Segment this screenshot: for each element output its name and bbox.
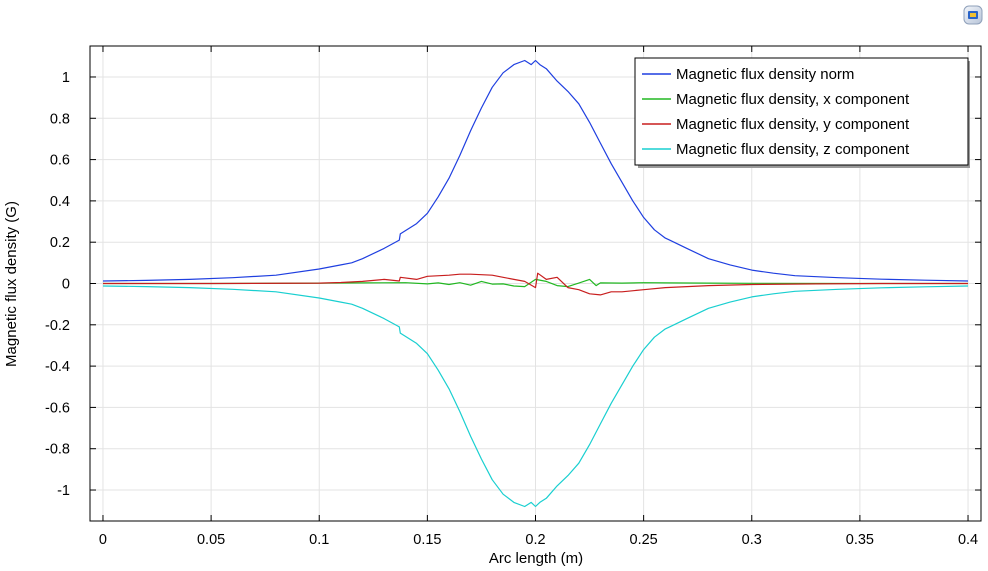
x-axis-title: Arc length (m) <box>489 550 583 567</box>
y-tick-label: 1 <box>62 70 70 86</box>
y-tick-label: -0.4 <box>45 359 70 375</box>
comsol-graphics-icon[interactable] <box>963 5 983 25</box>
series-line-4 <box>102 285 969 508</box>
legend-label-1: Magnetic flux density norm <box>676 66 854 83</box>
y-tick-label: -0.8 <box>45 442 70 458</box>
series-line-3 <box>103 272 968 296</box>
legend-label-3: Magnetic flux density, y component <box>676 116 910 133</box>
x-tick-label: 0.1 <box>309 532 329 548</box>
y-axis-ticks: 1 0.8 0.6 0.4 0.2 0 -0.2 -0.4 -0.6 -0.8 -1 <box>45 70 981 499</box>
y-tick-label: -0.6 <box>45 400 70 416</box>
x-tick-label: 0 <box>99 532 107 548</box>
x-tick-label: 0.25 <box>630 532 658 548</box>
y-tick-label: 0.4 <box>50 194 70 210</box>
x-tick-label: 0.4 <box>958 532 978 548</box>
legend-label-4: Magnetic flux density, z component <box>676 141 910 158</box>
x-tick-label: 0.15 <box>413 532 441 548</box>
graphics-window-icon <box>963 5 983 25</box>
series-line-2 <box>103 278 968 288</box>
y-tick-label: 0.6 <box>50 153 70 169</box>
legend-label-2: Magnetic flux density, x component <box>676 91 910 108</box>
x-tick-label: 0.35 <box>846 532 874 548</box>
y-tick-label: 0.2 <box>50 235 70 251</box>
x-tick-label: 0.05 <box>197 532 225 548</box>
legend-box <box>634 57 969 166</box>
legend: Magnetic flux density norm Magnetic flux … <box>634 57 970 168</box>
y-tick-label: 0.8 <box>50 111 70 127</box>
y-axis-title: Magnetic flux density (G) <box>3 201 20 367</box>
x-axis-ticks: 0 0.05 0.1 0.15 0.2 0.25 0.3 0.35 0.4 <box>99 46 978 548</box>
series-line-1 <box>102 59 969 282</box>
y-tick-label: 0 <box>62 277 70 293</box>
y-tick-label: -0.2 <box>45 318 70 334</box>
x-tick-label: 0.3 <box>742 532 762 548</box>
series-lines <box>102 59 969 508</box>
y-tick-label: -1 <box>57 483 70 499</box>
x-tick-label: 0.2 <box>525 532 545 548</box>
